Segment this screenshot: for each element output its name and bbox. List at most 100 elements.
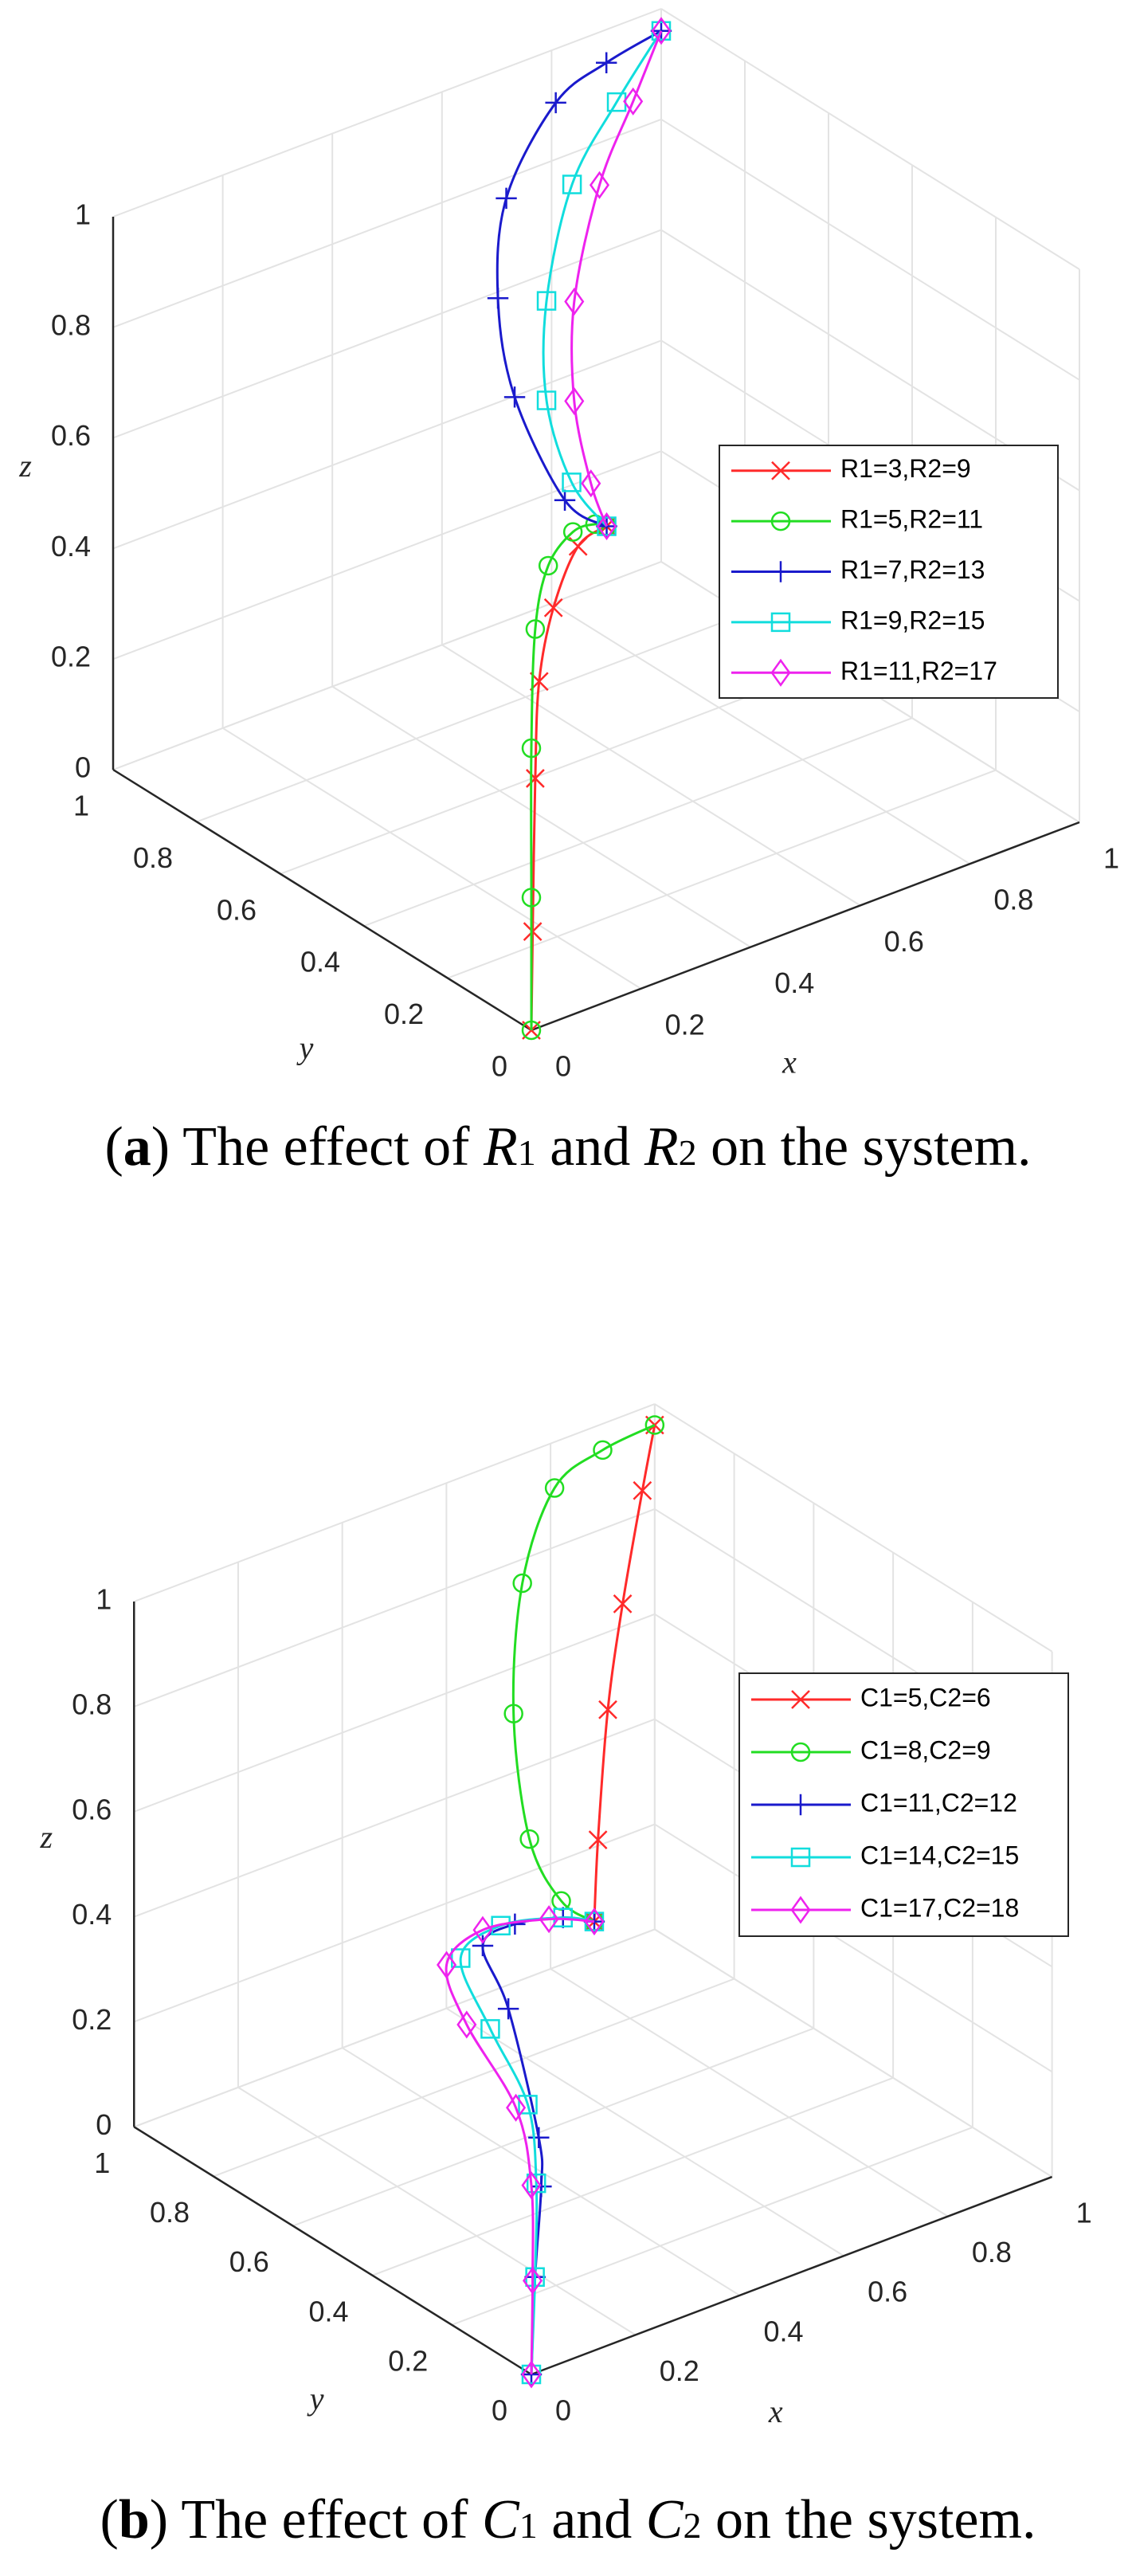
marker bbox=[503, 386, 526, 408]
marker bbox=[562, 174, 582, 194]
grid-line bbox=[112, 339, 662, 550]
grid-line bbox=[112, 450, 662, 661]
legend-label: R1=3,R2=9 bbox=[840, 454, 971, 483]
legend-label: R1=9,R2=15 bbox=[840, 606, 985, 634]
caption-part: 1 bbox=[518, 1132, 536, 1173]
y-tick-label: 1 bbox=[73, 790, 89, 822]
marker bbox=[480, 2019, 500, 2039]
grid-line bbox=[213, 1978, 734, 2178]
legend-marker bbox=[790, 1896, 811, 1924]
grid-line bbox=[112, 118, 662, 328]
marker bbox=[472, 1935, 494, 1957]
x-tick-label: 0.4 bbox=[763, 2315, 803, 2347]
marker bbox=[437, 1951, 457, 1979]
caption-part: ( bbox=[104, 1116, 123, 1178]
series-line bbox=[570, 30, 663, 527]
marker bbox=[536, 291, 557, 311]
caption-part: 2 bbox=[679, 1132, 697, 1173]
marker bbox=[596, 52, 617, 73]
y-axis bbox=[112, 768, 532, 1032]
caption-part: b bbox=[119, 2489, 150, 2551]
marker bbox=[503, 1704, 523, 1723]
x-tick-label: 0.4 bbox=[774, 966, 814, 999]
marker bbox=[613, 1594, 633, 1613]
marker bbox=[526, 769, 545, 788]
y-tick-label: 1 bbox=[94, 2147, 110, 2179]
marker bbox=[536, 390, 557, 410]
marker bbox=[581, 469, 601, 498]
marker bbox=[487, 288, 509, 309]
marker bbox=[521, 738, 542, 759]
legend-label: R1=5,R2=11 bbox=[840, 505, 983, 534]
marker bbox=[593, 1440, 613, 1461]
marker bbox=[519, 1829, 539, 1849]
z-tick-label: 1 bbox=[75, 198, 91, 231]
grid-line bbox=[451, 2126, 973, 2326]
series-line bbox=[530, 525, 608, 1031]
grid-line bbox=[133, 1403, 656, 1602]
grid-line bbox=[550, 602, 970, 865]
marker bbox=[606, 92, 627, 112]
caption-part: ) The effect of bbox=[151, 1116, 484, 1178]
caption: (b) The effect of C1 and C2 on the syste… bbox=[100, 2489, 1036, 2551]
x-tick-label: 0 bbox=[555, 1050, 571, 1083]
z-tick-label: 0.6 bbox=[72, 1793, 112, 1825]
grid-line bbox=[550, 1968, 949, 2217]
z-tick-label: 0 bbox=[75, 751, 91, 784]
marker bbox=[545, 92, 566, 114]
grid-line bbox=[112, 561, 662, 770]
x-tick-label: 0.8 bbox=[993, 884, 1033, 916]
legend-label: C1=11,C2=12 bbox=[860, 1788, 1017, 1817]
z-tick-label: 1 bbox=[96, 1583, 112, 1616]
z-tick-label: 0.4 bbox=[72, 1898, 112, 1931]
marker bbox=[588, 1830, 608, 1850]
legend-marker bbox=[789, 1794, 812, 1816]
caption-part: on the system. bbox=[701, 2489, 1036, 2551]
legend-label: R1=11,R2=17 bbox=[840, 657, 997, 685]
legend-marker bbox=[770, 561, 792, 582]
caption-part: ) The effect of bbox=[150, 2489, 482, 2551]
marker bbox=[598, 1700, 617, 1719]
marker bbox=[589, 171, 610, 199]
z-tick-label: 0 bbox=[96, 2108, 112, 2141]
marker bbox=[644, 1415, 665, 1435]
grid-line bbox=[363, 717, 913, 927]
marker bbox=[496, 187, 517, 210]
legend-label: C1=17,C2=18 bbox=[860, 1893, 1019, 1922]
marker bbox=[526, 2173, 546, 2194]
marker bbox=[651, 17, 672, 45]
grid-line bbox=[447, 769, 997, 979]
series-line bbox=[530, 523, 607, 1031]
z-tick-label: 0.4 bbox=[51, 530, 91, 563]
x-tick-label: 0.2 bbox=[660, 2354, 699, 2387]
series-line bbox=[445, 1917, 595, 2375]
grid-line bbox=[372, 2076, 894, 2276]
grid-line bbox=[196, 613, 746, 823]
grid-line bbox=[133, 1823, 656, 2023]
grid-line bbox=[441, 644, 861, 907]
marker bbox=[562, 522, 583, 542]
legend-marker bbox=[770, 511, 791, 531]
legend-marker bbox=[790, 1847, 811, 1868]
y-tick-label: 0.4 bbox=[300, 946, 340, 978]
y-tick-label: 0.2 bbox=[388, 2344, 428, 2377]
caption-part: on the system. bbox=[697, 1116, 1032, 1178]
legend-marker bbox=[771, 461, 790, 480]
legend-label: R1=7,R2=13 bbox=[840, 555, 985, 584]
grid-line bbox=[445, 2007, 844, 2257]
y-tick-label: 0.8 bbox=[150, 2196, 190, 2229]
grid-line bbox=[654, 1823, 1053, 2073]
caption-part: 1 bbox=[519, 2505, 538, 2546]
caption-part: R bbox=[644, 1116, 679, 1178]
marker bbox=[531, 2175, 552, 2198]
y-tick-label: 0.6 bbox=[217, 893, 257, 926]
caption-part: R bbox=[483, 1116, 518, 1178]
marker bbox=[523, 922, 543, 942]
grid-line bbox=[112, 8, 662, 218]
y-tick-label: 0.8 bbox=[133, 841, 173, 874]
x-tick-label: 0.2 bbox=[665, 1008, 705, 1041]
y-tick-label: 0 bbox=[492, 1050, 507, 1083]
marker bbox=[623, 87, 644, 116]
grid-line bbox=[133, 1928, 656, 2128]
